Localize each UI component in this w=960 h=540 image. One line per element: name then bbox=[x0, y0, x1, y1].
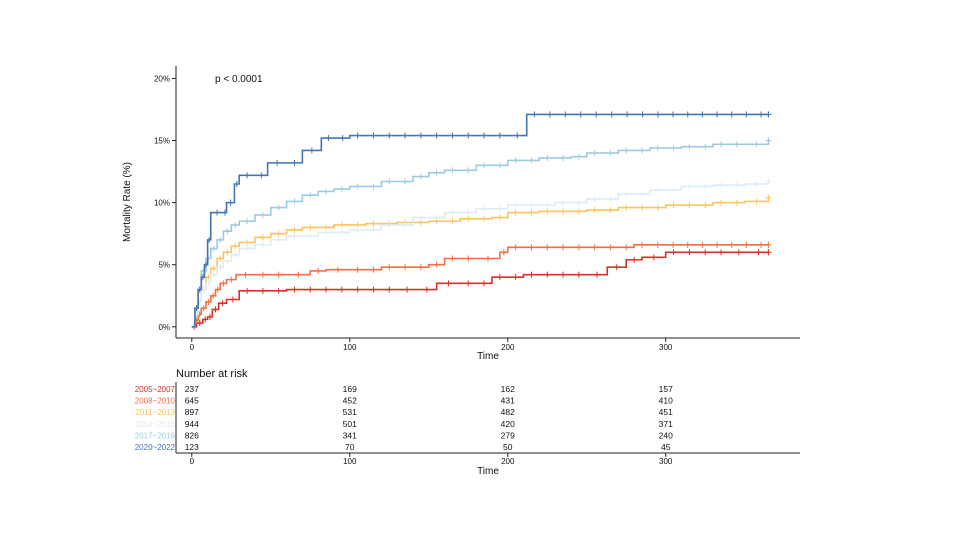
risk-count: 451 bbox=[659, 407, 673, 417]
y-tick-label: 15% bbox=[154, 137, 170, 146]
risk-count: 452 bbox=[343, 396, 357, 406]
risk-strata-label: 2011~2013 bbox=[135, 408, 175, 417]
curve-2011~2013 bbox=[191, 197, 770, 328]
curve-2020~2022 bbox=[191, 113, 769, 328]
risk-count: 826 bbox=[185, 430, 199, 440]
risk-x-tick-label: 100 bbox=[343, 457, 357, 466]
risk-strata-label: 2008~2010 bbox=[135, 397, 176, 406]
x-tick-label: 0 bbox=[190, 343, 195, 352]
x-axis-title: Time bbox=[477, 351, 499, 362]
risk-table: Number at risk 2005~2007 237 169 162 1572008… bbox=[135, 368, 800, 477]
risk-strata-label: 2005~2007 bbox=[135, 385, 176, 394]
p-value-annotation: p < 0.0001 bbox=[215, 74, 263, 85]
risk-count: 410 bbox=[659, 396, 673, 406]
y-axis-title: Mortality Rate (%) bbox=[122, 162, 133, 242]
curve-2008~2010 bbox=[191, 244, 769, 328]
risk-count: 531 bbox=[343, 407, 357, 417]
risk-count: 237 bbox=[185, 384, 199, 394]
y-tick-label: 10% bbox=[154, 199, 170, 208]
risk-count: 341 bbox=[343, 430, 357, 440]
risk-x-tick-label: 300 bbox=[659, 457, 673, 466]
y-tick-label: 5% bbox=[158, 261, 170, 270]
risk-count: 45 bbox=[661, 442, 671, 452]
survival-curves bbox=[191, 111, 772, 330]
risk-count: 482 bbox=[501, 407, 515, 417]
x-tick-label: 100 bbox=[343, 343, 357, 352]
x-tick-label: 200 bbox=[501, 343, 515, 352]
risk-count: 431 bbox=[501, 396, 515, 406]
risk-strata-label: 2020~2022 bbox=[135, 443, 176, 452]
risk-count: 169 bbox=[343, 384, 357, 394]
x-ticks: 0 100 200 300 bbox=[190, 338, 673, 352]
x-tick-label: 300 bbox=[659, 343, 673, 352]
risk-count: 897 bbox=[185, 407, 199, 417]
risk-count: 157 bbox=[659, 384, 673, 394]
risk-count: 123 bbox=[185, 442, 199, 452]
y-tick-label: 20% bbox=[154, 74, 170, 83]
risk-table-title: Number at risk bbox=[176, 368, 248, 380]
risk-count: 420 bbox=[501, 419, 515, 429]
y-ticks: 0% 5% 10% 15% 20% bbox=[154, 74, 176, 332]
risk-count: 944 bbox=[185, 419, 199, 429]
risk-strata-label: 2014~2016 bbox=[135, 420, 176, 429]
risk-strata-label: 2017~2019 bbox=[135, 431, 176, 440]
risk-count: 70 bbox=[345, 442, 355, 452]
y-tick-label: 0% bbox=[158, 323, 170, 332]
risk-count: 501 bbox=[343, 419, 357, 429]
risk-count: 240 bbox=[659, 430, 673, 440]
risk-count: 645 bbox=[185, 396, 199, 406]
risk-count: 162 bbox=[501, 384, 515, 394]
risk-x-ticks: 0 100 200 300 bbox=[190, 453, 673, 466]
risk-count: 279 bbox=[501, 430, 515, 440]
risk-count: 371 bbox=[659, 419, 673, 429]
main-plot: 0% 5% 10% 15% 20% 0 100 200 300 p < 0.0001 Time… bbox=[122, 66, 800, 362]
risk-x-tick-label: 200 bbox=[501, 457, 515, 466]
risk-x-axis-title: Time bbox=[477, 466, 499, 477]
risk-count: 50 bbox=[503, 442, 513, 452]
risk-x-tick-label: 0 bbox=[190, 457, 195, 466]
curve-2014~2016 bbox=[191, 181, 770, 328]
